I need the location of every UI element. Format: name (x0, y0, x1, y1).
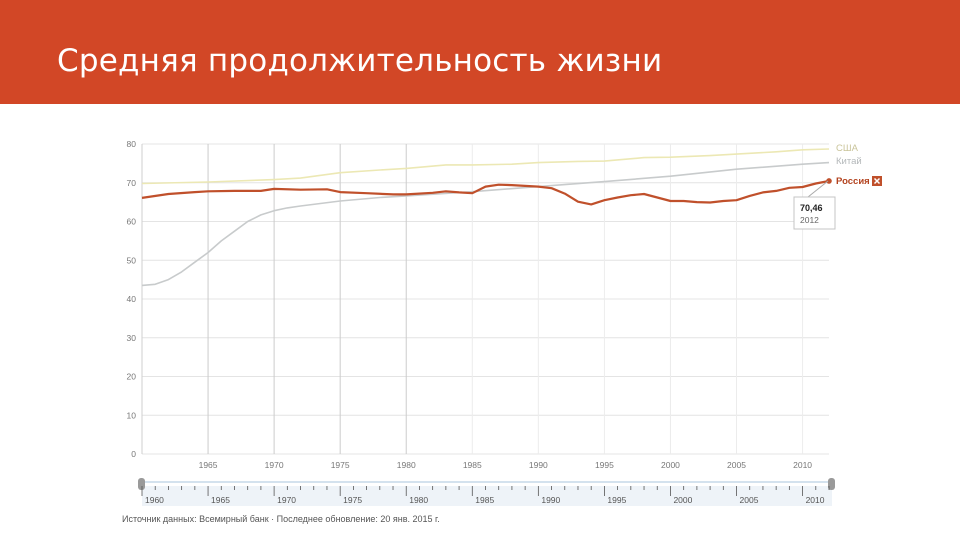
legend-label-russia[interactable]: Россия (836, 176, 870, 187)
legend: США Китай Россия (836, 143, 882, 187)
timeline-tick-label: 1965 (211, 495, 230, 505)
x-tick-label: 1990 (529, 460, 548, 470)
timeline-tick-label: 1975 (343, 495, 362, 505)
x-tick-label: 1995 (595, 460, 614, 470)
x-tick-label: 1980 (397, 460, 416, 470)
timeline-tick-label: 1990 (541, 495, 560, 505)
timeline-tick-label: 1960 (145, 495, 164, 505)
x-tick-label: 2005 (727, 460, 746, 470)
timeline-slider[interactable]: 1960 1965 1970 1975 1980 1985 1990 1995 2000 2005… (138, 478, 835, 506)
timeline-tick-label: 2010 (806, 495, 825, 505)
x-tick-label: 1970 (265, 460, 284, 470)
y-tick-label: 60 (127, 217, 137, 227)
series-point-russia-2012[interactable] (826, 178, 832, 184)
timeline-handle-right[interactable] (828, 478, 835, 490)
series-layer (141, 148, 832, 287)
x-tick-label: 2010 (793, 460, 812, 470)
y-tick-label: 0 (131, 449, 136, 459)
timeline-handle-left[interactable] (138, 478, 145, 490)
timeline-ticks: 1960 1965 1970 1975 1980 1985 1990 1995 2000 2005… (141, 486, 830, 505)
chart-container: 0 10 20 30 40 50 60 70 80 1965 1970 1975 1980 1985 19… (0, 104, 960, 540)
y-tick-label: 80 (127, 139, 137, 149)
y-tick-label: 30 (127, 333, 137, 343)
timeline-tick-label: 1995 (607, 495, 626, 505)
timeline-track[interactable] (142, 486, 832, 506)
timeline-tick-label: 1970 (277, 495, 296, 505)
y-tick-label: 20 (127, 372, 137, 382)
tooltip-year: 2012 (800, 215, 819, 225)
timeline-tick-label: 1985 (475, 495, 494, 505)
legend-label-usa[interactable]: США (836, 143, 859, 154)
legend-label-china[interactable]: Китай (836, 156, 862, 167)
tooltip-value: 70,46 (800, 203, 823, 213)
title-band (0, 0, 960, 104)
close-icon[interactable] (872, 176, 882, 186)
series-line-russia[interactable] (141, 179, 830, 206)
slide-title: Средняя продолжительность жизни (57, 43, 663, 79)
x-axis: 1965 1970 1975 1980 1985 1990 1995 2000 2005 2010 (199, 460, 813, 470)
x-tick-label: 1985 (463, 460, 482, 470)
x-tick-label: 1975 (331, 460, 350, 470)
y-tick-label: 40 (127, 294, 137, 304)
series-line-china[interactable] (141, 161, 830, 287)
value-tooltip: 70,46 2012 (793, 180, 836, 230)
grid-layer (141, 143, 829, 455)
x-tick-label: 1965 (199, 460, 218, 470)
y-tick-label: 10 (127, 410, 137, 420)
source-note: Источник данных: Всемирный банк · Послед… (122, 514, 440, 524)
series-line-usa[interactable] (141, 148, 830, 185)
timeline-tick-label: 2000 (673, 495, 692, 505)
x-tick-label: 2000 (661, 460, 680, 470)
y-tick-label: 70 (127, 178, 137, 188)
y-axis: 0 10 20 30 40 50 60 70 80 (127, 139, 137, 459)
timeline-tick-label: 2005 (740, 495, 759, 505)
y-tick-label: 50 (127, 255, 137, 265)
timeline-tick-label: 1980 (409, 495, 428, 505)
